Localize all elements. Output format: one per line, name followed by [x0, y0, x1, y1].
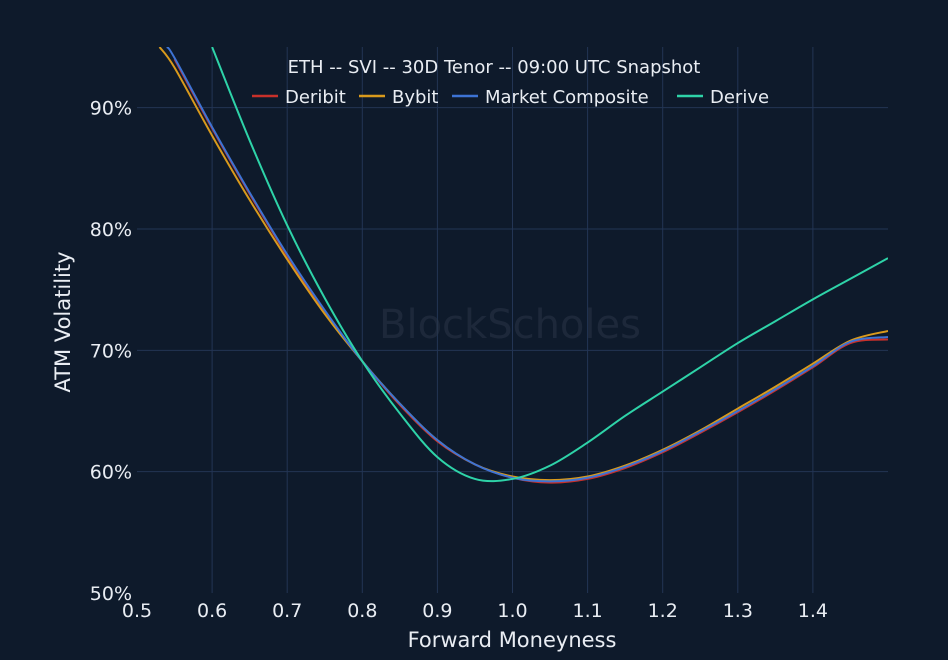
series-line-market-composite: [166, 47, 888, 483]
series-lines: [158, 47, 888, 484]
legend-label: Deribit: [285, 87, 346, 108]
y-tick-label: 50%: [90, 583, 132, 605]
x-tick-label: 1.2: [648, 600, 678, 622]
x-tick-label: 0.6: [197, 600, 227, 622]
y-tick-label: 70%: [90, 340, 132, 362]
legend-label: Derive: [710, 87, 769, 108]
grid-lines: [137, 47, 888, 593]
y-axis-ticks: 50% 60% 70% 80% 90%: [90, 98, 132, 605]
x-tick-label: 1.1: [572, 600, 602, 622]
x-axis-title: Forward Moneyness: [408, 628, 617, 652]
legend-item-market-composite[interactable]: Market Composite: [452, 87, 649, 108]
watermark: BlockScholes: [379, 302, 641, 348]
y-axis-title: ATM Volatility: [51, 251, 75, 392]
x-tick-label: 0.9: [422, 600, 452, 622]
x-axis-ticks: 0.5 0.6 0.7 0.8 0.9 1.0 1.1 1.2 1.3 1.4: [122, 600, 828, 622]
legend-label: Market Composite: [485, 87, 649, 108]
legend: ETH -- SVI -- 30D Tenor -- 09:00 UTC Sna…: [252, 57, 769, 108]
series-line-derive: [211, 47, 888, 483]
y-tick-label: 90%: [90, 98, 132, 120]
legend-item-bybit[interactable]: Bybit: [359, 87, 439, 108]
x-tick-label: 1.4: [798, 600, 828, 622]
legend-item-derive[interactable]: Derive: [677, 87, 769, 108]
x-tick-label: 0.8: [347, 600, 377, 622]
y-tick-label: 80%: [90, 219, 132, 241]
x-tick-label: 1.3: [723, 600, 753, 622]
legend-title: ETH -- SVI -- 30D Tenor -- 09:00 UTC Sna…: [288, 57, 701, 78]
legend-item-deribit[interactable]: Deribit: [252, 87, 346, 108]
legend-label: Bybit: [392, 87, 439, 108]
x-tick-label: 0.7: [272, 600, 302, 622]
x-tick-label: 0.5: [122, 600, 152, 622]
x-tick-label: 1.0: [497, 600, 527, 622]
y-tick-label: 60%: [90, 462, 132, 484]
series-line-bybit: [158, 47, 888, 482]
legend-items: Deribit Bybit Market Composite Derive: [252, 87, 769, 108]
